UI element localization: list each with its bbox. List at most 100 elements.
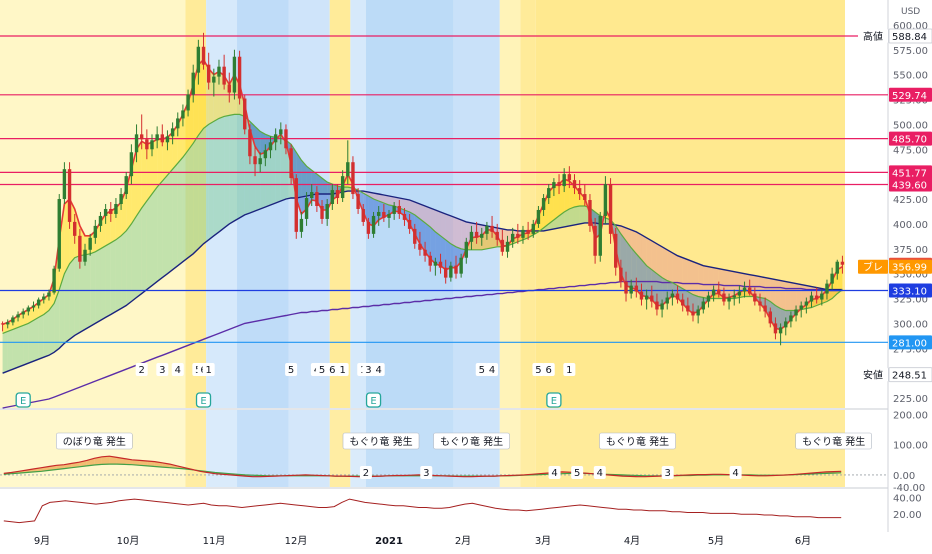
count-label: 3 — [159, 365, 165, 376]
cloud-segment — [688, 260, 693, 295]
cloud-segment — [95, 249, 100, 324]
cloud-segment — [85, 254, 90, 330]
candle-body — [743, 288, 746, 292]
candle-body — [155, 134, 158, 140]
candle-body — [763, 306, 766, 312]
candle-body — [676, 294, 679, 300]
count-label: 2 — [139, 365, 145, 376]
candle-body — [367, 222, 370, 234]
ma-band-segment — [106, 211, 111, 246]
candle-body — [42, 297, 45, 300]
count-label: 1 — [339, 365, 345, 376]
candle-body — [6, 322, 9, 324]
earnings-marker-letter: E — [200, 396, 206, 407]
candle-body — [325, 204, 328, 219]
candle-body — [815, 296, 818, 300]
candle-body — [88, 238, 91, 250]
candle-body — [562, 174, 565, 186]
ma-band-segment — [162, 137, 167, 181]
candle-body — [774, 323, 777, 333]
count-label: 1 — [205, 365, 211, 376]
candle-body — [320, 206, 323, 219]
cloud-segment — [647, 238, 652, 270]
candle-body — [784, 321, 787, 327]
candle-body — [727, 298, 730, 302]
cloud-segment — [90, 252, 95, 327]
cloud-segment — [224, 115, 229, 227]
candle-body — [506, 242, 509, 252]
candle-body — [238, 57, 241, 99]
candle-body — [841, 262, 844, 265]
candle-body — [150, 140, 153, 149]
cloud-segment — [214, 118, 219, 235]
candle-body — [52, 269, 55, 293]
candle-body — [403, 214, 406, 220]
candle-body — [212, 77, 215, 83]
count-label: 6 — [546, 365, 552, 376]
x-tick-label: 9月 — [34, 535, 50, 547]
candle-body — [99, 216, 102, 226]
candle-body — [650, 296, 653, 302]
candle-body — [197, 47, 200, 73]
currency-label: USD — [901, 7, 920, 17]
cloud-segment — [183, 150, 188, 261]
cloud-segment — [116, 236, 121, 312]
candle-body — [47, 293, 50, 297]
cloud-segment — [698, 264, 703, 298]
osc-annotation: もぐり竜 発生 — [606, 435, 669, 448]
candle-body — [722, 294, 725, 302]
cloud-segment — [126, 224, 131, 306]
candle-body — [58, 199, 61, 269]
ma-band-segment — [477, 236, 482, 250]
cloud-segment — [23, 323, 28, 365]
count-label: 5 — [479, 365, 485, 376]
candle-body — [465, 242, 468, 258]
candle-body — [583, 194, 586, 200]
cloud-segment — [131, 216, 136, 302]
candle-body — [490, 226, 493, 232]
candle-body — [738, 292, 741, 296]
candle-body — [228, 85, 231, 93]
cloud-segment — [13, 327, 18, 369]
cloud-segment — [219, 116, 224, 231]
cloud-segment — [173, 163, 178, 269]
candle-body — [444, 268, 447, 278]
cloud-segment — [49, 304, 54, 356]
candle-body — [624, 282, 627, 294]
candle-body — [686, 306, 689, 312]
candle-body — [532, 224, 535, 234]
candle-body — [253, 156, 256, 164]
candle-body — [346, 162, 349, 176]
candle-body — [521, 230, 524, 238]
ma-band-segment — [451, 244, 456, 268]
cloud-segment — [657, 244, 662, 278]
candle-body — [217, 67, 220, 77]
candle-body — [315, 192, 318, 206]
price-tag-label: 588.84 — [892, 32, 927, 43]
candle-body — [341, 176, 344, 198]
cloud-segment — [100, 246, 105, 321]
candle-body — [619, 268, 622, 282]
candle-body — [274, 134, 277, 142]
osc-count-label: 4 — [551, 468, 557, 479]
candle-body — [331, 190, 334, 204]
candle-body — [496, 232, 499, 240]
x-tick-label: 10月 — [117, 535, 140, 547]
y-tick-label: 550.00 — [893, 71, 928, 82]
candle-body — [640, 292, 643, 300]
x-tick-label: 4月 — [624, 535, 640, 547]
rsi-bg — [0, 489, 845, 531]
candle-body — [114, 204, 117, 214]
price-tag-label: 356.99 — [892, 263, 927, 274]
osc-annotation: もぐり竜 発生 — [349, 435, 412, 448]
ma-band-segment — [157, 139, 162, 187]
y-tick-label: 575.00 — [893, 46, 928, 57]
y-tick-label: 400.00 — [893, 220, 928, 231]
candle-body — [758, 302, 761, 306]
cloud-segment — [786, 282, 791, 311]
candle-body — [449, 266, 452, 278]
cloud-segment — [781, 281, 786, 311]
osc-fill-segment — [102, 456, 110, 464]
level-tag-label: 281.00 — [892, 338, 927, 349]
